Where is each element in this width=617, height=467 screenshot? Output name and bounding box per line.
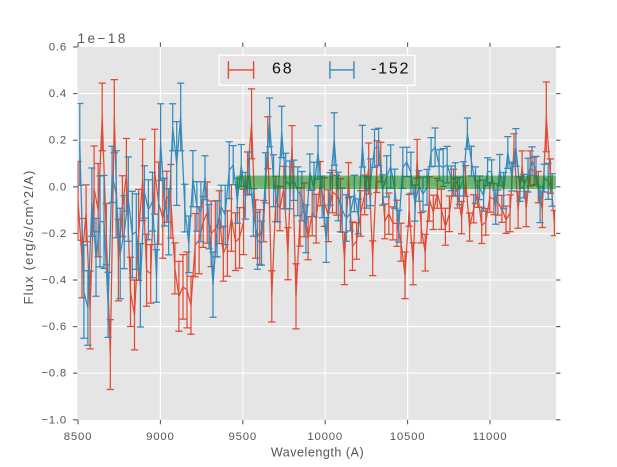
- svg-text:−0.6: −0.6: [41, 321, 67, 333]
- svg-text:-152: -152: [371, 61, 410, 78]
- svg-text:8500: 8500: [64, 431, 93, 443]
- svg-text:9000: 9000: [146, 431, 175, 443]
- svg-text:1e−18: 1e−18: [78, 31, 128, 46]
- svg-text:Flux (erg/s/cm^2/A): Flux (erg/s/cm^2/A): [21, 169, 36, 304]
- svg-text:9500: 9500: [229, 431, 258, 443]
- svg-text:Wavelength (A): Wavelength (A): [271, 446, 364, 460]
- svg-text:0.2: 0.2: [49, 135, 67, 147]
- svg-text:68: 68: [272, 61, 293, 78]
- svg-text:10000: 10000: [307, 431, 343, 443]
- svg-text:10500: 10500: [390, 431, 426, 443]
- svg-text:−1.0: −1.0: [41, 414, 67, 426]
- svg-text:−0.2: −0.2: [41, 228, 67, 240]
- svg-text:11000: 11000: [473, 431, 508, 443]
- svg-text:0.4: 0.4: [49, 88, 67, 100]
- svg-text:0.6: 0.6: [49, 42, 67, 54]
- svg-text:0.0: 0.0: [49, 181, 67, 193]
- svg-text:−0.8: −0.8: [41, 368, 67, 380]
- svg-text:−0.4: −0.4: [41, 275, 67, 287]
